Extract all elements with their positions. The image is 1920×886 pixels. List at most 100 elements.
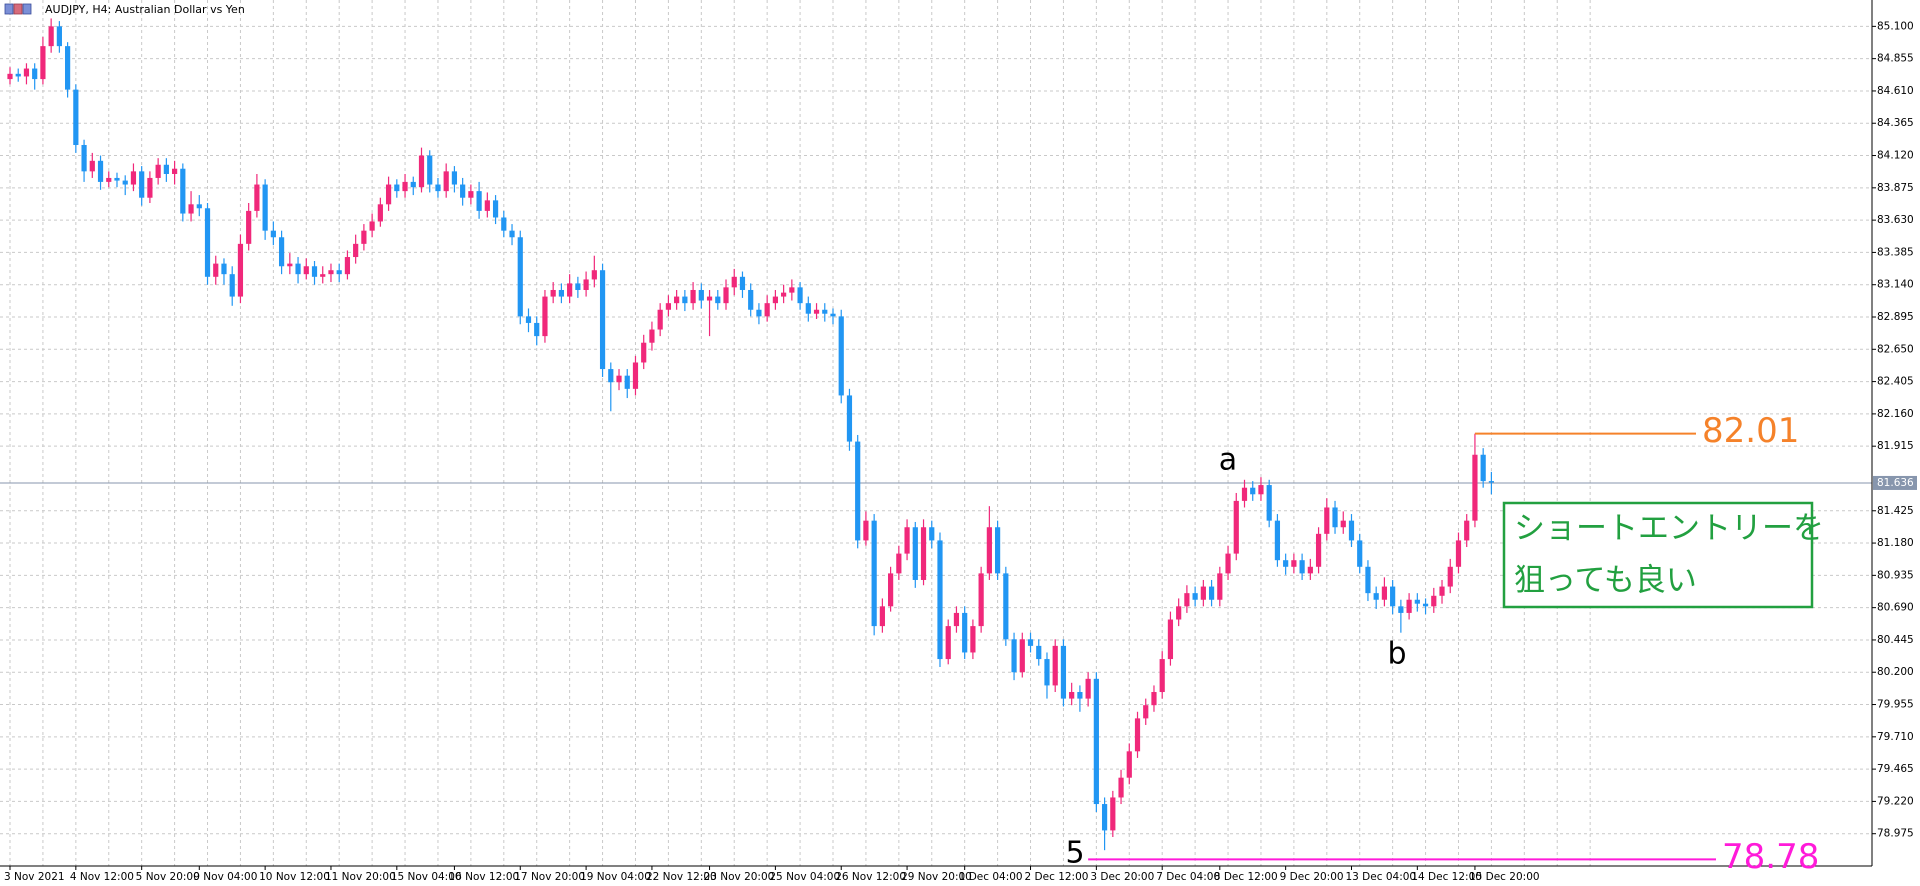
candle-body xyxy=(1381,586,1388,600)
candle-body xyxy=(805,303,811,314)
x-tick-label: 15 Nov 04:00 xyxy=(391,871,462,883)
candle-body xyxy=(978,573,984,627)
candle-body xyxy=(748,289,754,310)
candle-body xyxy=(822,309,828,314)
candle-body xyxy=(1143,705,1149,719)
y-tick-label: 84.610 xyxy=(1877,85,1914,97)
candle-body xyxy=(1241,487,1248,501)
candle-body xyxy=(739,276,746,290)
candle-body xyxy=(278,237,285,267)
candle-body xyxy=(1431,595,1437,607)
candle-body xyxy=(599,270,606,370)
candle-body xyxy=(295,263,301,275)
candle-body xyxy=(641,342,647,363)
candle-body xyxy=(929,527,935,541)
candle-body xyxy=(1324,507,1330,534)
y-tick-label: 84.120 xyxy=(1877,150,1914,162)
candle-body xyxy=(311,266,318,277)
candle-body xyxy=(1217,573,1223,600)
x-tick-label: 9 Nov 04:00 xyxy=(193,871,257,883)
candle-body xyxy=(715,296,721,304)
candle-body xyxy=(221,263,227,275)
candle-body xyxy=(789,287,795,293)
candle-body xyxy=(525,316,532,323)
y-tick-label: 83.385 xyxy=(1877,246,1914,258)
candle-body xyxy=(764,303,770,317)
y-tick-label: 82.650 xyxy=(1877,343,1914,355)
candle-body xyxy=(781,292,787,297)
candle-body xyxy=(56,26,62,47)
candle-body xyxy=(797,287,803,304)
candle-body xyxy=(1299,560,1305,574)
candle-body xyxy=(1093,678,1099,805)
candle-body xyxy=(1233,500,1239,554)
candle-body xyxy=(608,369,614,383)
candle-body xyxy=(254,184,260,211)
candle-body xyxy=(558,289,565,297)
candle-body xyxy=(328,270,334,275)
x-tick-label: 8 Dec 12:00 xyxy=(1214,871,1278,883)
candle-body xyxy=(1464,520,1470,541)
candle-body xyxy=(657,309,663,330)
candle-body xyxy=(435,184,441,192)
candle-body xyxy=(1184,593,1190,607)
candle-body xyxy=(756,309,762,317)
x-tick-label: 3 Nov 2021 xyxy=(4,871,65,883)
y-tick-label: 79.465 xyxy=(1877,763,1914,775)
candle-body xyxy=(649,329,655,343)
y-tick-label: 82.160 xyxy=(1877,408,1914,420)
candle-body xyxy=(813,309,820,314)
candle-body xyxy=(1266,485,1272,521)
candle-body xyxy=(106,177,112,182)
candle-body xyxy=(402,181,408,192)
candle-body xyxy=(674,296,680,304)
candle-body xyxy=(583,279,589,290)
x-tick-label: 11 Nov 20:00 xyxy=(325,871,396,883)
candle-body xyxy=(1019,639,1025,673)
y-tick-label: 79.710 xyxy=(1877,731,1914,743)
candle-body xyxy=(114,177,120,181)
candle-body xyxy=(723,287,729,304)
candle-body xyxy=(1200,586,1206,600)
candle-body xyxy=(953,612,960,627)
candle-body xyxy=(303,266,309,275)
level-label: 82.01 xyxy=(1702,411,1799,451)
candle-body xyxy=(155,164,161,178)
candle-body xyxy=(1373,593,1379,600)
current-price-box xyxy=(1873,475,1917,490)
wave-label: 5 xyxy=(1065,836,1084,871)
candle-body xyxy=(122,180,128,185)
candle-body xyxy=(188,204,194,214)
candle-body xyxy=(1052,645,1058,686)
candle-body xyxy=(1060,645,1067,699)
candle-body xyxy=(147,177,153,198)
candle-body xyxy=(1250,487,1256,495)
x-tick-label: 29 Nov 20:00 xyxy=(901,871,972,883)
candle-body xyxy=(476,191,482,211)
candle-body xyxy=(1348,520,1355,541)
candle-body xyxy=(1167,619,1174,660)
candle-body xyxy=(213,263,219,277)
candle-body xyxy=(320,274,326,277)
candle-body xyxy=(1085,678,1091,699)
candle-body xyxy=(48,26,54,47)
candle-body xyxy=(1439,586,1445,596)
x-tick-label: 5 Nov 20:00 xyxy=(136,871,200,883)
candle-body xyxy=(163,164,169,174)
candle-body xyxy=(904,527,910,554)
candle-body xyxy=(1357,540,1363,567)
candle-body xyxy=(616,375,622,383)
candle-body xyxy=(139,171,145,198)
candle-body xyxy=(97,160,104,182)
y-tick-label: 81.915 xyxy=(1877,440,1914,452)
x-tick-label: 16 Nov 12:00 xyxy=(448,871,519,883)
candle-body xyxy=(509,230,515,238)
x-tick-label: 23 Nov 20:00 xyxy=(704,871,775,883)
candle-body xyxy=(871,520,877,627)
y-tick-label: 79.220 xyxy=(1877,795,1914,807)
y-tick-label: 80.200 xyxy=(1877,666,1914,678)
candle-body xyxy=(32,68,38,80)
candle-body xyxy=(1274,520,1281,561)
y-tick-label: 83.140 xyxy=(1877,279,1914,291)
